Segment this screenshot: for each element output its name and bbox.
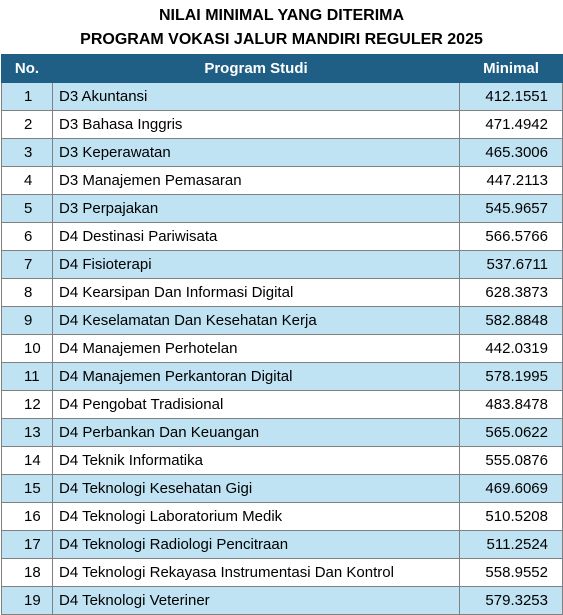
row-program: D4 Teknologi Radiologi Pencitraan	[52, 530, 460, 559]
header-program: Program Studi	[52, 54, 460, 83]
row-program: D3 Akuntansi	[52, 82, 460, 111]
row-no: 14	[1, 446, 53, 475]
table-row: 4 D3 Manajemen Pemasaran 447.2113	[1, 166, 563, 195]
table-row: 15 D4 Teknologi Kesehatan Gigi 469.6069	[1, 474, 563, 503]
table-row: 10 D4 Manajemen Perhotelan 442.0319	[1, 334, 563, 363]
title-line-2: PROGRAM VOKASI JALUR MANDIRI REGULER 202…	[80, 31, 483, 48]
row-no: 16	[1, 502, 53, 531]
row-program: D4 Perbankan Dan Keuangan	[52, 418, 460, 447]
header-minimal: Minimal	[459, 54, 563, 83]
row-no: 5	[1, 194, 53, 223]
row-program: D4 Teknologi Veteriner	[52, 586, 460, 615]
table-row: 8 D4 Kearsipan Dan Informasi Digital 628…	[1, 278, 563, 307]
row-minimal: 511.2524	[459, 530, 563, 559]
row-minimal: 469.6069	[459, 474, 563, 503]
row-no: 10	[1, 334, 53, 363]
table-header-row: No. Program Studi Minimal	[1, 54, 563, 83]
title-line-1: NILAI MINIMAL YANG DITERIMA	[158, 7, 405, 24]
row-program: D4 Manajemen Perkantoran Digital	[52, 362, 460, 391]
row-no: 19	[1, 586, 53, 615]
row-minimal: 545.9657	[459, 194, 563, 223]
row-program: D4 Teknologi Laboratorium Medik	[52, 502, 460, 531]
table-row: 6 D4 Destinasi Pariwisata 566.5766	[1, 222, 563, 251]
row-minimal: 471.4942	[459, 110, 563, 139]
row-program: D4 Teknologi Rekayasa Instrumentasi Dan …	[52, 558, 460, 587]
table-body: 1 D3 Akuntansi 412.1551 2 D3 Bahasa Ingg…	[1, 82, 563, 615]
row-minimal: 412.1551	[459, 82, 563, 111]
row-program: D3 Bahasa Inggris	[52, 110, 460, 139]
row-program: D3 Perpajakan	[52, 194, 460, 223]
table-row: 5 D3 Perpajakan 545.9657	[1, 194, 563, 223]
row-no: 18	[1, 558, 53, 587]
row-no: 7	[1, 250, 53, 279]
row-minimal: 578.1995	[459, 362, 563, 391]
row-minimal: 582.8848	[459, 306, 563, 335]
row-program: D3 Keperawatan	[52, 138, 460, 167]
header-no: No.	[1, 54, 53, 83]
row-program: D4 Teknik Informatika	[52, 446, 460, 475]
row-no: 1	[1, 82, 53, 111]
table-row: 13 D4 Perbankan Dan Keuangan 565.0622	[1, 418, 563, 447]
row-no: 9	[1, 306, 53, 335]
row-program: D4 Keselamatan Dan Kesehatan Kerja	[52, 306, 460, 335]
table-row: 2 D3 Bahasa Inggris 471.4942	[1, 110, 563, 139]
row-minimal: 555.0876	[459, 446, 563, 475]
row-program: D4 Pengobat Tradisional	[52, 390, 460, 419]
row-no: 6	[1, 222, 53, 251]
table-row: 7 D4 Fisioterapi 537.6711	[1, 250, 563, 279]
row-no: 2	[1, 110, 53, 139]
table-row: 19 D4 Teknologi Veteriner 579.3253	[1, 586, 563, 615]
table-row: 9 D4 Keselamatan Dan Kesehatan Kerja 582…	[1, 306, 563, 335]
row-no: 15	[1, 474, 53, 503]
results-table: No. Program Studi Minimal 1 D3 Akuntansi…	[1, 54, 563, 615]
row-no: 12	[1, 390, 53, 419]
table-row: 14 D4 Teknik Informatika 555.0876	[1, 446, 563, 475]
table-row: 17 D4 Teknologi Radiologi Pencitraan 511…	[1, 530, 563, 559]
row-minimal: 628.3873	[459, 278, 563, 307]
row-program: D3 Manajemen Pemasaran	[52, 166, 460, 195]
table-row: 1 D3 Akuntansi 412.1551	[1, 82, 563, 111]
row-no: 17	[1, 530, 53, 559]
row-minimal: 465.3006	[459, 138, 563, 167]
row-minimal: 566.5766	[459, 222, 563, 251]
row-minimal: 447.2113	[459, 166, 563, 195]
row-minimal: 483.8478	[459, 390, 563, 419]
row-no: 11	[1, 362, 53, 391]
row-no: 8	[1, 278, 53, 307]
row-minimal: 537.6711	[459, 250, 563, 279]
row-minimal: 579.3253	[459, 586, 563, 615]
row-program: D4 Teknologi Kesehatan Gigi	[52, 474, 460, 503]
row-no: 3	[1, 138, 53, 167]
row-program: D4 Manajemen Perhotelan	[52, 334, 460, 363]
table-row: 3 D3 Keperawatan 465.3006	[1, 138, 563, 167]
row-minimal: 442.0319	[459, 334, 563, 363]
row-minimal: 558.9552	[459, 558, 563, 587]
row-no: 13	[1, 418, 53, 447]
table-row: 16 D4 Teknologi Laboratorium Medik 510.5…	[1, 502, 563, 531]
row-minimal: 565.0622	[459, 418, 563, 447]
row-minimal: 510.5208	[459, 502, 563, 531]
table-row: 18 D4 Teknologi Rekayasa Instrumentasi D…	[1, 558, 563, 587]
table-row: 11 D4 Manajemen Perkantoran Digital 578.…	[1, 362, 563, 391]
table-row: 12 D4 Pengobat Tradisional 483.8478	[1, 390, 563, 419]
row-program: D4 Kearsipan Dan Informasi Digital	[52, 278, 460, 307]
document-title: NILAI MINIMAL YANG DITERIMA PROGRAM VOKA…	[0, 0, 563, 54]
row-no: 4	[1, 166, 53, 195]
row-program: D4 Fisioterapi	[52, 250, 460, 279]
row-program: D4 Destinasi Pariwisata	[52, 222, 460, 251]
